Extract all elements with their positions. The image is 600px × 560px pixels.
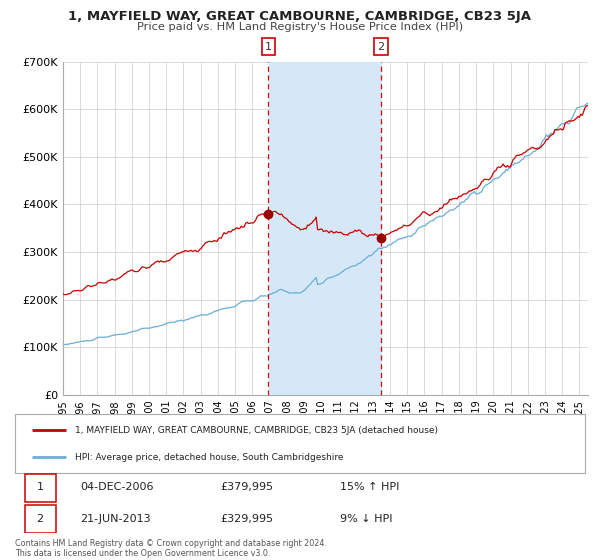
- Text: 1, MAYFIELD WAY, GREAT CAMBOURNE, CAMBRIDGE, CB23 5JA (detached house): 1, MAYFIELD WAY, GREAT CAMBOURNE, CAMBRI…: [75, 426, 438, 435]
- FancyBboxPatch shape: [25, 505, 56, 533]
- Text: £379,995: £379,995: [220, 482, 274, 492]
- Text: Price paid vs. HM Land Registry's House Price Index (HPI): Price paid vs. HM Land Registry's House …: [137, 22, 463, 32]
- Text: 9% ↓ HPI: 9% ↓ HPI: [340, 514, 392, 524]
- Text: £329,995: £329,995: [220, 514, 274, 524]
- Text: 1: 1: [265, 41, 272, 52]
- Text: Contains HM Land Registry data © Crown copyright and database right 2024.
This d: Contains HM Land Registry data © Crown c…: [15, 539, 327, 558]
- Text: 1: 1: [37, 482, 44, 492]
- FancyBboxPatch shape: [25, 474, 56, 502]
- FancyBboxPatch shape: [15, 414, 585, 473]
- Text: 2: 2: [37, 514, 44, 524]
- Text: 1, MAYFIELD WAY, GREAT CAMBOURNE, CAMBRIDGE, CB23 5JA: 1, MAYFIELD WAY, GREAT CAMBOURNE, CAMBRI…: [68, 10, 532, 23]
- Text: 21-JUN-2013: 21-JUN-2013: [80, 514, 151, 524]
- Text: 2: 2: [377, 41, 385, 52]
- Text: HPI: Average price, detached house, South Cambridgeshire: HPI: Average price, detached house, Sout…: [75, 453, 343, 462]
- Text: 15% ↑ HPI: 15% ↑ HPI: [340, 482, 399, 492]
- Text: 04-DEC-2006: 04-DEC-2006: [80, 482, 154, 492]
